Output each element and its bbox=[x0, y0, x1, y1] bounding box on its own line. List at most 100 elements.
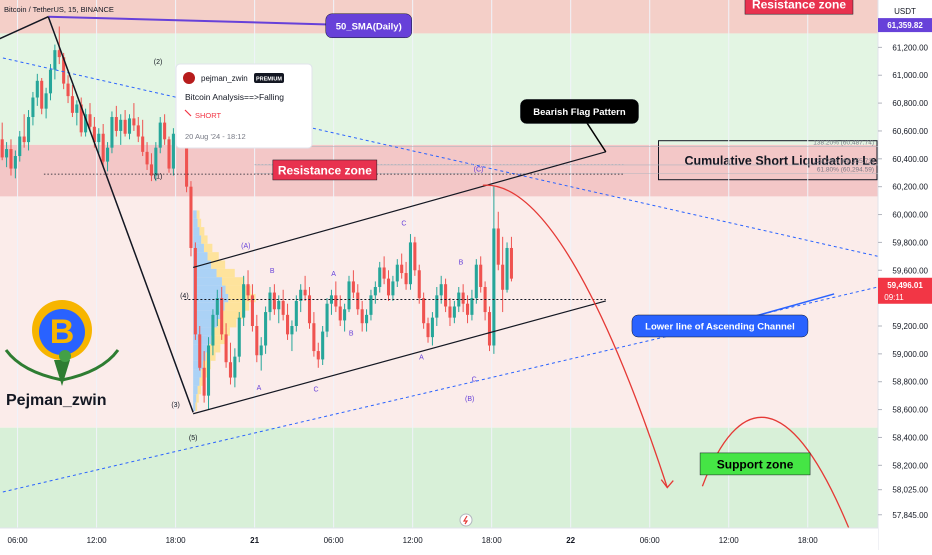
candle-body bbox=[13, 156, 17, 169]
channel-callout-text: Lower line of Ascending Channel bbox=[645, 321, 795, 332]
vp-bar bbox=[193, 394, 197, 403]
vp-bar bbox=[193, 310, 222, 320]
vp-bar-ext bbox=[224, 302, 250, 311]
candle bbox=[136, 117, 140, 143]
candle-body bbox=[373, 286, 377, 296]
candle-body bbox=[79, 104, 83, 133]
support-label[interactable] bbox=[699, 452, 811, 476]
candle-body bbox=[193, 247, 197, 335]
candle bbox=[316, 342, 320, 368]
candle-body bbox=[215, 298, 219, 315]
vp-bar bbox=[193, 369, 202, 378]
candle-body bbox=[356, 292, 360, 310]
candle-body bbox=[127, 118, 132, 134]
vp-bar-ext bbox=[225, 285, 251, 294]
candle-body bbox=[343, 309, 347, 321]
liquidation-box[interactable] bbox=[658, 140, 878, 181]
idea-card[interactable]: pejman_zwin PREMIUM Bitcoin Analysis==>F… bbox=[175, 63, 313, 149]
candle-body bbox=[325, 303, 329, 332]
channel-upper-line[interactable] bbox=[0, 47, 879, 257]
vp-bar bbox=[193, 268, 217, 278]
candle bbox=[97, 128, 101, 154]
impulse-up-line[interactable] bbox=[0, 16, 49, 59]
vp-bar-ext bbox=[201, 235, 208, 244]
price-axis[interactable]: USDT bbox=[877, 0, 932, 550]
candle bbox=[329, 289, 333, 315]
mid-resistance-label[interactable] bbox=[272, 159, 378, 181]
fib-label-0: 138.20% (60,487.74) bbox=[813, 140, 874, 147]
candle-body bbox=[101, 133, 105, 162]
vp-bar bbox=[193, 335, 212, 345]
candle-body bbox=[206, 345, 211, 396]
zone-3 bbox=[0, 196, 878, 428]
candle bbox=[66, 75, 70, 104]
candle-body bbox=[163, 122, 167, 140]
sma-line[interactable] bbox=[48, 15, 352, 27]
candle bbox=[35, 73, 39, 106]
y-tick-label: 61,200.00 bbox=[892, 43, 928, 52]
candle-body bbox=[444, 284, 448, 307]
channel-lower-line[interactable] bbox=[0, 286, 879, 503]
candle-body bbox=[457, 292, 461, 307]
flag-lower-line[interactable] bbox=[193, 300, 606, 415]
candle-body bbox=[70, 96, 74, 113]
channel-callout[interactable] bbox=[631, 314, 809, 338]
candle bbox=[189, 181, 193, 257]
candle bbox=[206, 337, 211, 410]
fib-label-2: 61.80% (60,294.59) bbox=[817, 167, 874, 174]
candle bbox=[312, 312, 316, 357]
candle-body bbox=[479, 264, 483, 287]
candle-body bbox=[307, 295, 312, 324]
vp-bar-ext bbox=[221, 310, 243, 320]
forecast-curve-0[interactable] bbox=[482, 184, 668, 488]
candle-body bbox=[0, 139, 4, 158]
flag-callout[interactable] bbox=[520, 99, 639, 124]
vp-bar-ext bbox=[228, 293, 256, 303]
candle bbox=[84, 108, 88, 137]
x-tick-label: 12:00 bbox=[403, 536, 424, 545]
candle bbox=[400, 253, 404, 279]
candle-body bbox=[316, 351, 320, 360]
time-axis[interactable]: 06:00 12:00 18:00 21 06:00 12:00 18:00 22 06:00 1… bbox=[8, 536, 819, 545]
candle bbox=[141, 119, 145, 157]
candle bbox=[470, 289, 474, 321]
candle-body bbox=[334, 295, 338, 307]
candle bbox=[391, 275, 395, 301]
vp-bar bbox=[193, 210, 197, 219]
candle bbox=[70, 84, 74, 118]
candle-body bbox=[382, 267, 386, 279]
top-resistance-label[interactable] bbox=[744, 0, 854, 15]
impulse-down-line[interactable] bbox=[47, 16, 194, 413]
vp-bar bbox=[193, 360, 204, 370]
wave-label: A bbox=[419, 354, 424, 361]
candle-body bbox=[57, 50, 61, 58]
vp-bar bbox=[193, 402, 196, 411]
candle-body bbox=[202, 367, 206, 396]
candle bbox=[452, 300, 456, 324]
flash-icon[interactable] bbox=[459, 513, 473, 527]
sma-callout[interactable] bbox=[325, 13, 413, 39]
wave-label: (C) bbox=[474, 166, 484, 173]
candle-body bbox=[426, 323, 430, 338]
vp-bar bbox=[193, 285, 226, 294]
candle bbox=[294, 295, 298, 332]
zone-1 bbox=[0, 33, 878, 145]
candle bbox=[167, 136, 171, 173]
candle-body bbox=[461, 292, 465, 304]
vp-bar-ext bbox=[197, 385, 202, 395]
y-tick-label: 59,000.00 bbox=[892, 350, 928, 359]
candle bbox=[145, 142, 149, 170]
candle bbox=[13, 150, 17, 179]
candle bbox=[171, 128, 175, 176]
candle-body bbox=[465, 303, 470, 315]
wave-label: (4) bbox=[180, 293, 189, 300]
candle-body bbox=[386, 278, 391, 296]
y-tick-label: 59,600.00 bbox=[892, 266, 928, 275]
flag-upper-line[interactable] bbox=[192, 151, 606, 269]
candle-body bbox=[123, 119, 127, 134]
wave-label: C bbox=[472, 377, 477, 384]
vp-bar bbox=[193, 235, 202, 244]
candle bbox=[408, 234, 413, 290]
candle-body bbox=[281, 300, 285, 315]
